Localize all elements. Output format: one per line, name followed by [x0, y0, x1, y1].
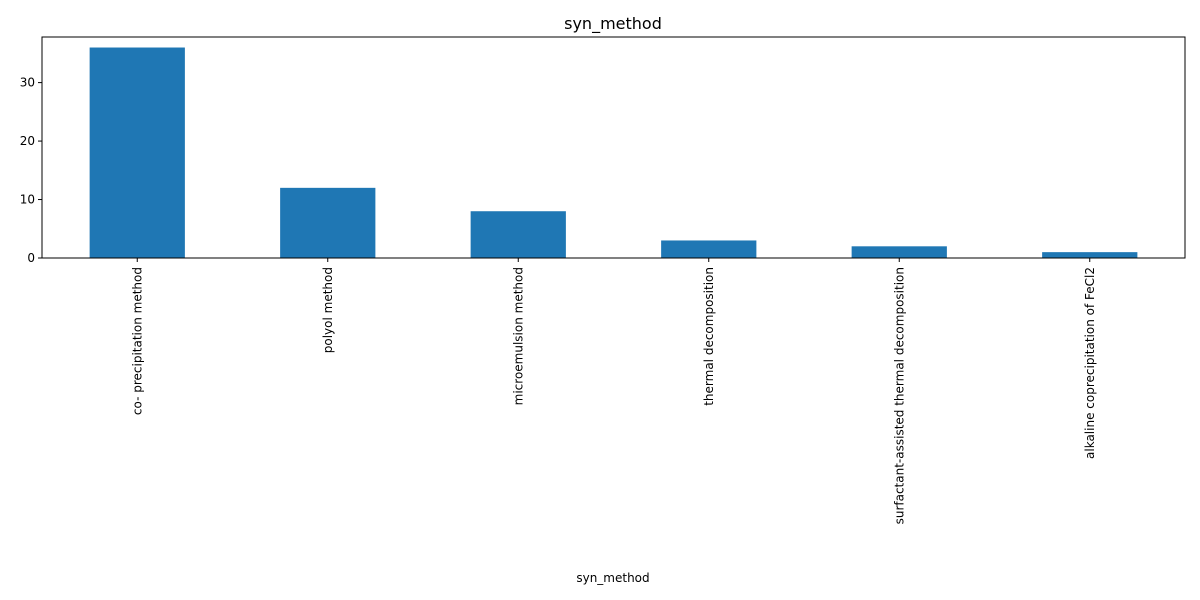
x-axis: co- precipitation method polyol method mic… — [130, 258, 1097, 524]
x-tick-label-2: microemulsion method — [511, 267, 525, 405]
plot-frame — [41, 36, 1186, 259]
chart-title: syn_method — [564, 14, 662, 34]
x-tick-label-5: alkaline coprecipitation of FeCl2 — [1083, 267, 1097, 459]
x-tick-label-4: surfactant-assisted thermal decompositio… — [892, 267, 906, 524]
x-tick-label-3: thermal decomposition — [702, 267, 716, 406]
bars-group — [89, 47, 1138, 258]
y-tick-label-3: 30 — [20, 76, 35, 90]
y-tick-label-0: 0 — [27, 251, 35, 265]
x-tick-label-1: polyol method — [321, 267, 335, 353]
x-axis-label: syn_method — [576, 571, 649, 585]
y-axis: 0 10 20 30 — [20, 76, 42, 265]
bar-3 — [661, 240, 757, 258]
bar-5 — [1042, 252, 1138, 258]
bar-0 — [89, 47, 185, 258]
x-tick-label-0: co- precipitation method — [130, 267, 144, 415]
y-tick-label-1: 10 — [20, 193, 35, 207]
bar-4 — [851, 246, 947, 258]
bar-1 — [280, 187, 376, 258]
bar-2 — [470, 211, 566, 258]
y-tick-label-2: 20 — [20, 134, 35, 148]
